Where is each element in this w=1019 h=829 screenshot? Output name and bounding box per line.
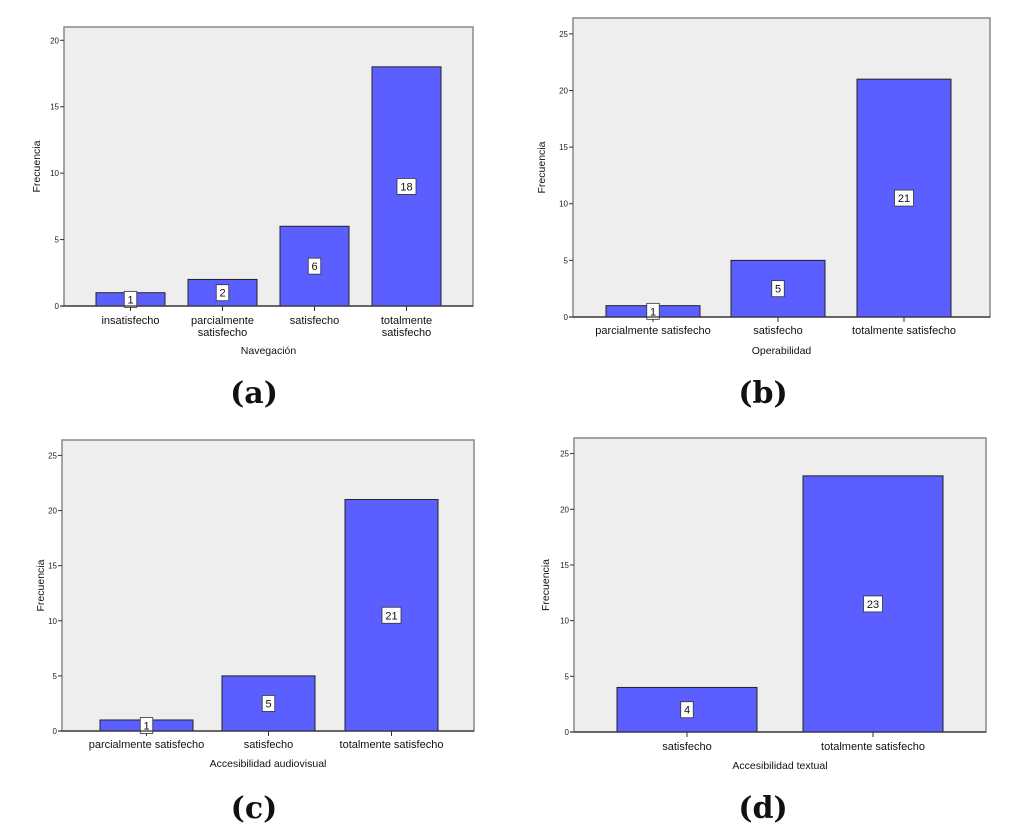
y-tick-label: 15 <box>50 103 59 112</box>
y-tick-label: 20 <box>50 36 59 45</box>
chart-panel-b: 0 5 10 15 20 25 1 parcialmente satisfecho 5 satis… <box>536 17 991 411</box>
data-label-box <box>396 178 417 195</box>
chart-panel-c: 0 5 10 15 20 25 1 parcialmente satisfecho 5 satis… <box>35 439 475 826</box>
y-tick-label: 20 <box>559 86 568 95</box>
x-tick-label-line: parcialmente <box>191 315 254 327</box>
y-tick-label: 15 <box>560 561 569 570</box>
y-axis-title: Frecuencia <box>540 559 552 611</box>
data-label-box <box>646 302 660 320</box>
y-tick-label: 10 <box>559 200 568 209</box>
x-axis-title: Accesibilidad audiovisual <box>210 758 327 770</box>
data-label: 18 <box>400 181 412 193</box>
panel-label: (d) <box>738 791 787 826</box>
y-tick-label: 5 <box>55 236 60 245</box>
data-label-box <box>123 290 138 308</box>
x-tick-label: satisfecho <box>753 325 803 337</box>
y-tick-label: 20 <box>48 507 57 516</box>
data-label: 5 <box>775 284 781 296</box>
x-tick-label: totalmente satisfecho <box>852 325 956 337</box>
x-tick-label: satisfecho <box>662 741 712 753</box>
y-tick-label: 20 <box>560 505 569 514</box>
y-tick-label: 25 <box>559 30 568 39</box>
y-tick-label: 5 <box>53 672 58 681</box>
data-label-box <box>261 695 276 712</box>
x-axis-title: Navegación <box>241 345 297 357</box>
x-tick-label-line: totalmente <box>381 315 432 327</box>
x-tick-label: parcialmente satisfecho <box>89 739 205 751</box>
x-tick-label: parcialmente satisfecho <box>191 315 254 339</box>
data-label: 6 <box>311 261 317 273</box>
x-tick-label: totalmente satisfecho <box>821 741 925 753</box>
panel-label: (b) <box>738 376 787 411</box>
x-tick-label-line: satisfecho <box>382 327 432 339</box>
data-label-box <box>894 189 914 207</box>
y-tick-label: 0 <box>53 727 58 736</box>
data-label: 23 <box>867 599 879 611</box>
y-tick-label: 0 <box>55 302 60 311</box>
data-label-box <box>680 701 694 719</box>
data-label: 4 <box>684 705 690 717</box>
x-axis-title: Operabilidad <box>752 345 812 357</box>
x-tick-label: totalmente satisfecho <box>340 739 444 751</box>
x-axis-title: Accesibilidad textual <box>732 760 827 772</box>
data-label-box <box>215 284 230 302</box>
data-label: 1 <box>650 306 656 318</box>
data-label: 5 <box>265 698 271 710</box>
panel-label: (c) <box>231 791 278 826</box>
panel-label: (a) <box>230 376 278 411</box>
y-tick-label: 10 <box>50 169 59 178</box>
data-label: 21 <box>898 193 910 205</box>
chart-panel-d: 0 5 10 15 20 25 4 satisfecho 23 totalmente satisf… <box>540 437 987 826</box>
y-tick-label: 25 <box>560 450 569 459</box>
data-label-box <box>307 257 322 275</box>
y-axis-title: Frecuencia <box>35 559 47 611</box>
y-axis-title: Frecuencia <box>31 140 43 192</box>
data-label: 2 <box>219 288 225 300</box>
y-tick-label: 0 <box>564 313 569 322</box>
y-tick-label: 25 <box>48 451 57 460</box>
data-label: 1 <box>143 720 149 732</box>
x-tick-label: satisfecho <box>290 315 340 327</box>
x-tick-label: parcialmente satisfecho <box>595 325 711 337</box>
data-label: 21 <box>385 610 397 622</box>
x-tick-label: satisfecho <box>244 739 294 751</box>
y-tick-label: 15 <box>559 143 568 152</box>
y-tick-label: 15 <box>48 562 57 571</box>
y-tick-label: 10 <box>48 617 57 626</box>
x-tick-label: insatisfecho <box>101 315 159 327</box>
data-label-box <box>863 595 883 613</box>
y-tick-label: 0 <box>565 728 570 737</box>
x-tick-label-line: satisfecho <box>198 327 248 339</box>
y-tick-label: 5 <box>564 256 569 265</box>
data-label-box <box>771 280 785 298</box>
x-tick-label: totalmente satisfecho <box>381 315 432 339</box>
y-tick-label: 10 <box>560 617 569 626</box>
data-label-box <box>139 717 154 734</box>
y-axis-title: Frecuencia <box>536 141 548 193</box>
data-label: 1 <box>127 294 133 306</box>
y-tick-label: 5 <box>565 672 570 681</box>
data-label-box <box>381 606 402 624</box>
